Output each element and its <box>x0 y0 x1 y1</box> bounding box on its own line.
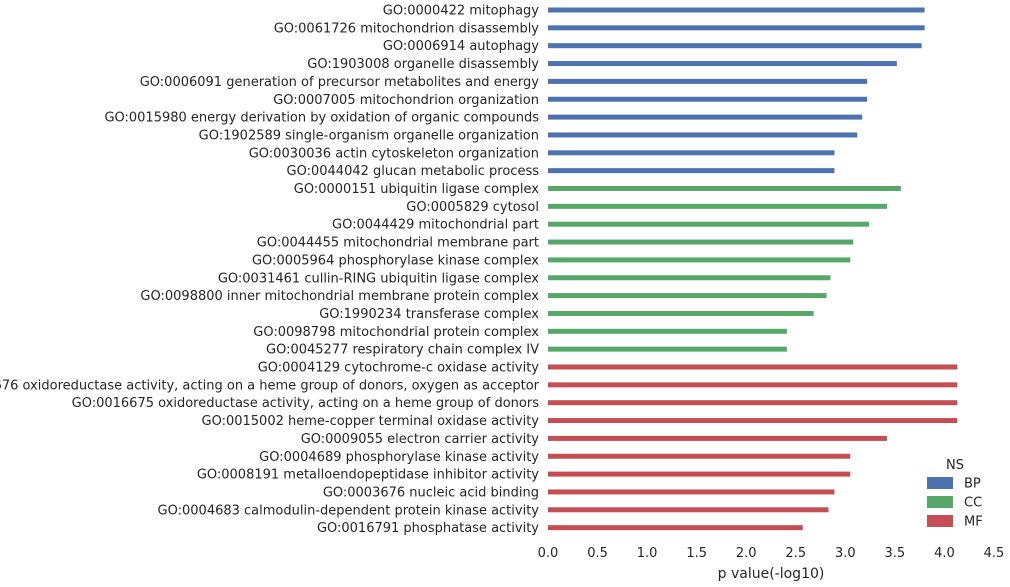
category-label: GO:0003676 nucleic acid binding <box>323 485 539 500</box>
bar-cc <box>548 221 870 227</box>
legend-label-cc: CC <box>964 496 982 511</box>
legend-swatch-mf <box>927 515 953 527</box>
category-label: GO:0007005 mitochondrion organization <box>273 93 539 108</box>
legend-title: NS <box>946 458 964 473</box>
x-axis-title: p value(-log10) <box>718 566 825 582</box>
bar-mf <box>548 489 835 495</box>
category-label: GO:1902589 single-organism organelle org… <box>199 128 539 143</box>
category-label: GO:0005964 phosphorylase kinase complex <box>252 253 539 268</box>
bars <box>548 7 958 531</box>
bar-mf <box>548 471 851 477</box>
bar-mf <box>548 453 851 459</box>
category-label: GO:0044042 glucan metabolic process <box>287 164 540 179</box>
bar-bp <box>548 25 925 31</box>
bar-bp <box>548 114 863 120</box>
bar-bp <box>548 150 835 156</box>
category-label: GO:0009055 electron carrier activity <box>301 432 540 447</box>
category-labels: GO:0000422 mitophagy GO:0061726 mitochond… <box>0 4 540 537</box>
x-tick-label: 3.5 <box>885 546 906 561</box>
category-label: GO:1990234 transferase complex <box>319 307 539 322</box>
x-tick-label: 0.5 <box>587 546 608 561</box>
bar-mf <box>548 400 958 406</box>
category-label: GO:0016675 oxidoreductase activity, acti… <box>72 396 540 411</box>
x-tick-label: 1.0 <box>637 546 658 561</box>
category-label: GO:0000422 mitophagy <box>383 4 540 19</box>
bar-bp <box>548 132 858 138</box>
category-label: GO:0005829 cytosol <box>406 200 539 215</box>
bar-bp <box>548 96 868 102</box>
category-label: GO:0016676 oxidoreductase activity, acti… <box>0 378 540 393</box>
bar-cc <box>548 275 831 281</box>
category-label: GO:1903008 organelle disassembly <box>307 57 539 72</box>
category-label: GO:0015002 heme-copper terminal oxidase … <box>202 414 540 429</box>
bar-cc <box>548 310 814 316</box>
category-label: GO:0098798 mitochondrial protein complex <box>253 325 539 340</box>
bar-cc <box>548 346 787 352</box>
bar-mf <box>548 507 829 513</box>
bar-bp <box>548 61 897 67</box>
category-label: GO:0016791 phosphatase activity <box>317 521 539 536</box>
x-tick-label: 2.5 <box>785 546 806 561</box>
category-label: GO:0061726 mitochondrion disassembly <box>274 21 540 36</box>
bar-bp <box>548 78 868 84</box>
bar-cc <box>548 328 787 334</box>
legend: NS BP CC MF <box>927 458 983 530</box>
category-label: GO:0004689 phosphorylase kinase activity <box>259 450 539 465</box>
bar-cc <box>548 257 851 263</box>
category-label: GO:0000151 ubiquitin ligase complex <box>294 182 540 197</box>
bar-mf <box>548 525 803 531</box>
legend-swatch-bp <box>927 477 953 489</box>
category-label: GO:0008191 metalloendopeptidase inhibito… <box>197 468 539 483</box>
x-tick-label: 0.0 <box>538 546 559 561</box>
bar-cc <box>548 186 901 191</box>
category-label: GO:0030036 actin cytoskeleton organizati… <box>249 146 539 161</box>
legend-swatch-cc <box>927 496 953 508</box>
x-tick-label: 4.5 <box>984 546 1005 561</box>
bar-cc <box>548 203 887 209</box>
x-tick-label: 2.0 <box>736 546 757 561</box>
bar-cc <box>548 239 854 245</box>
category-label: GO:0006091 generation of precursor metab… <box>140 75 540 90</box>
bar-mf <box>548 364 958 370</box>
bar-mf <box>548 382 958 388</box>
category-label: GO:0004683 calmodulin-dependent protein … <box>158 503 540 518</box>
legend-label-mf: MF <box>964 515 983 530</box>
x-axis-ticks: 0.0 0.5 1.0 1.5 2.0 2.5 3.0 3.5 4.0 4.5 <box>538 546 1005 561</box>
bar-mf <box>548 435 887 441</box>
category-label: GO:0006914 autophagy <box>383 39 539 54</box>
bar-cc <box>548 293 827 299</box>
category-label: GO:0004129 cytochrome-c oxidase activity <box>258 361 540 376</box>
bar-bp <box>548 168 835 174</box>
bar-bp <box>548 43 922 49</box>
category-label: GO:0098800 inner mitochondrial membrane … <box>140 289 539 304</box>
x-tick-label: 3.0 <box>835 546 856 561</box>
legend-label-bp: BP <box>964 477 981 492</box>
category-label: GO:0031461 cullin-RING ubiquitin ligase … <box>218 271 539 286</box>
category-label: GO:0044429 mitochondrial part <box>332 218 539 233</box>
category-label: GO:0045277 respiratory chain complex IV <box>266 343 539 358</box>
category-label: GO:0015980 energy derivation by oxidatio… <box>104 111 539 126</box>
bar-mf <box>548 418 958 424</box>
bar-bp <box>548 7 925 13</box>
x-tick-label: 4.0 <box>934 546 955 561</box>
x-tick-label: 1.5 <box>686 546 707 561</box>
category-label: GO:0044455 mitochondrial membrane part <box>257 236 539 251</box>
